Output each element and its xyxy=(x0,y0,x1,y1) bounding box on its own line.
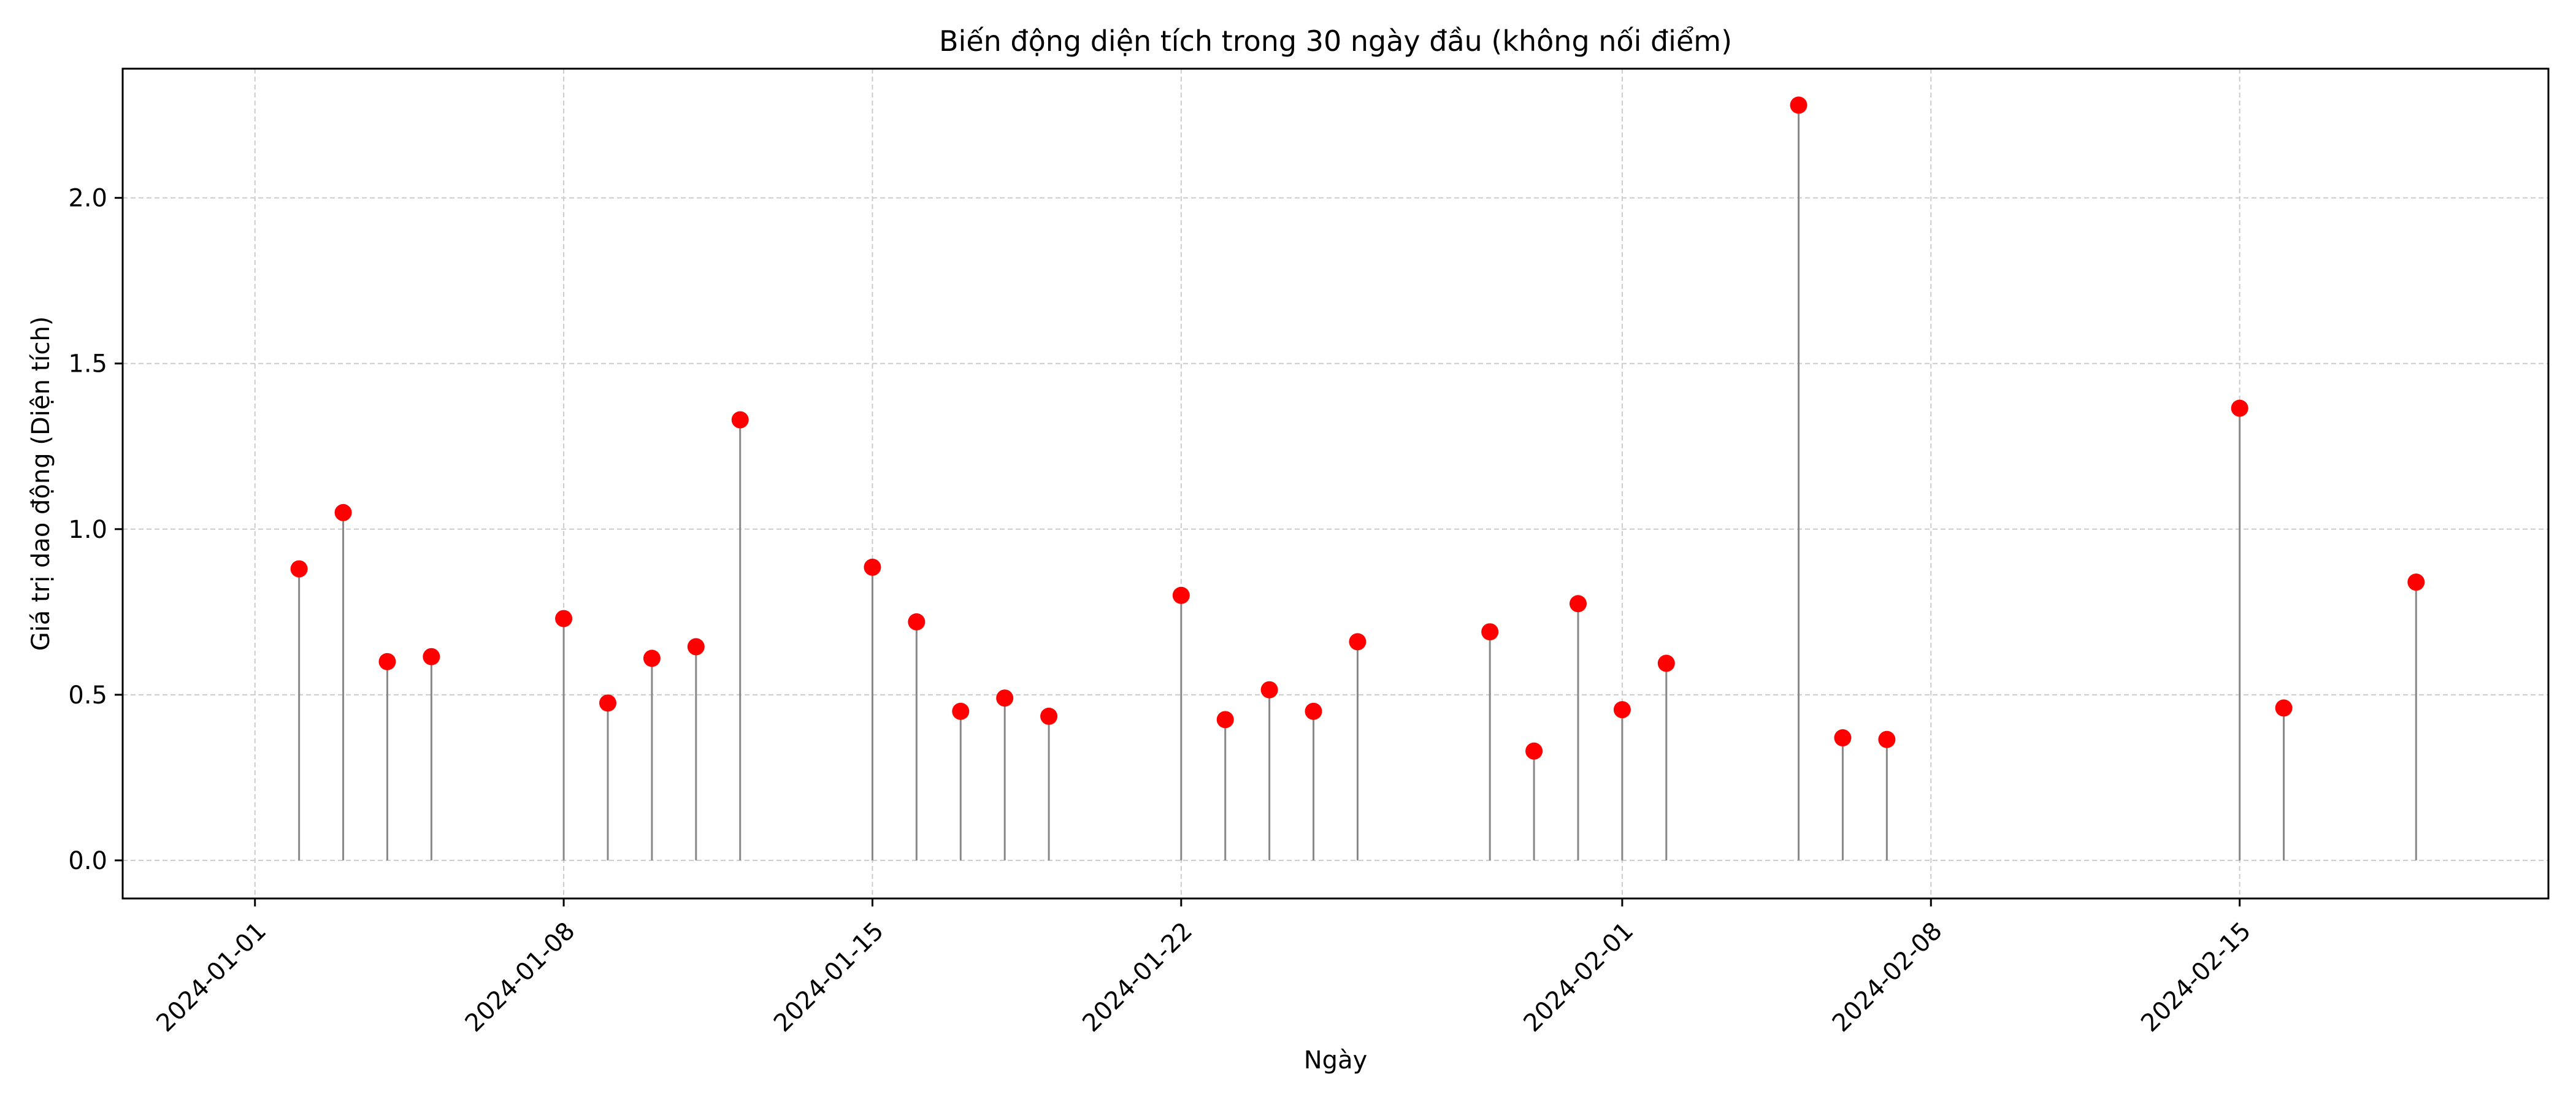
data-point xyxy=(2407,573,2425,591)
data-point xyxy=(2275,699,2293,717)
data-point xyxy=(996,689,1014,707)
plot-frame xyxy=(121,67,2550,900)
data-point xyxy=(1172,586,1190,604)
data-point xyxy=(952,702,970,720)
data-point xyxy=(864,558,881,576)
y-axis-label: Giá trị dao động (Diện tích) xyxy=(27,316,55,651)
chart-title: Biến động diện tích trong 30 ngày đầu (k… xyxy=(939,25,1732,58)
y-tick-label: 1.0 xyxy=(68,516,107,544)
data-point xyxy=(2231,399,2248,417)
marker-layer xyxy=(290,96,2425,760)
data-point xyxy=(1481,623,1499,641)
data-point xyxy=(1260,681,1278,699)
data-point xyxy=(1834,729,1852,747)
y-tick-label: 1.5 xyxy=(68,350,107,378)
data-point xyxy=(1349,633,1367,651)
data-point xyxy=(1878,730,1896,748)
data-point xyxy=(378,653,396,670)
y-tick-label: 2.0 xyxy=(68,185,107,213)
data-point xyxy=(1040,707,1058,725)
data-point xyxy=(1305,702,1322,720)
data-point xyxy=(643,649,661,667)
stem-layer xyxy=(298,105,2417,860)
data-point xyxy=(555,610,573,627)
data-point xyxy=(599,694,616,712)
y-tick-label: 0.5 xyxy=(68,681,107,710)
data-point xyxy=(1613,701,1631,719)
data-point xyxy=(687,638,705,656)
data-point xyxy=(731,411,749,429)
data-point xyxy=(908,613,926,630)
data-point xyxy=(1570,595,1587,613)
data-point xyxy=(1657,654,1675,672)
data-point xyxy=(1790,96,1807,114)
data-point xyxy=(334,504,352,521)
y-tick-label: 0.0 xyxy=(68,847,107,875)
data-point xyxy=(1216,711,1234,729)
data-point xyxy=(423,648,440,665)
data-point xyxy=(290,560,308,578)
data-point xyxy=(1525,742,1543,760)
x-axis-label: Ngày xyxy=(1304,1046,1368,1074)
